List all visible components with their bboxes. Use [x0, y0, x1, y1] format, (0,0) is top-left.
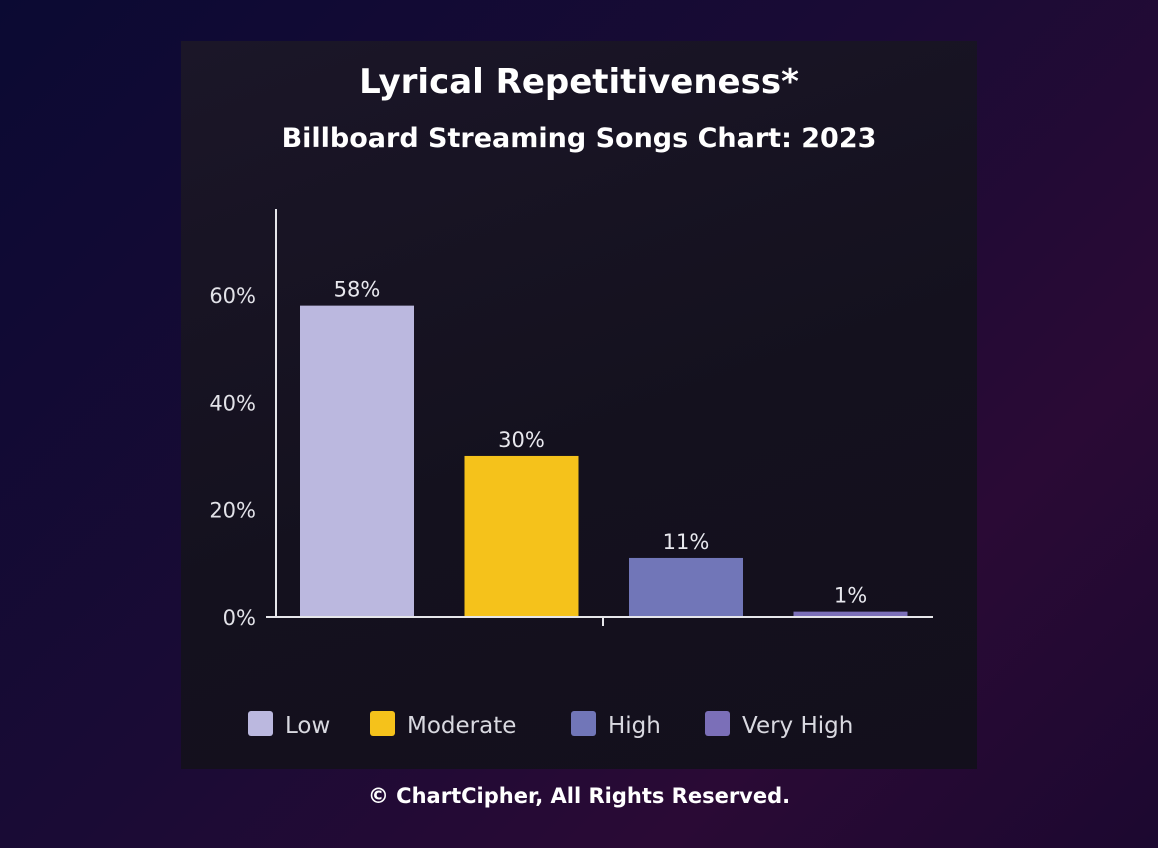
chart-subtitle: Billboard Streaming Songs Chart: 2023 — [281, 123, 877, 154]
legend-swatch — [705, 711, 730, 736]
copyright-notice: © ChartCipher, All Rights Reserved. — [367, 784, 791, 808]
data-label: 58% — [334, 278, 381, 302]
legend-label: Low — [285, 713, 330, 739]
y-tick-label: 60% — [209, 284, 256, 308]
legend-swatch — [370, 711, 395, 736]
legend-label: Very High — [742, 713, 853, 739]
bar-low — [300, 305, 414, 617]
legend-label: High — [608, 713, 661, 739]
y-tick-label: 40% — [209, 391, 256, 415]
bar-very-high — [793, 611, 908, 617]
data-label: 11% — [663, 530, 710, 554]
legend-label: Moderate — [407, 713, 516, 739]
data-label: 1% — [834, 584, 867, 608]
y-tick-label: 0% — [223, 606, 256, 630]
legend-swatch — [571, 711, 596, 736]
bar-moderate — [464, 455, 579, 617]
chart-title: Lyrical Repetitiveness* — [359, 62, 799, 102]
data-label: 30% — [498, 428, 545, 452]
y-tick-label: 20% — [209, 499, 256, 523]
bar-high — [629, 557, 743, 617]
legend-swatch — [248, 711, 273, 736]
